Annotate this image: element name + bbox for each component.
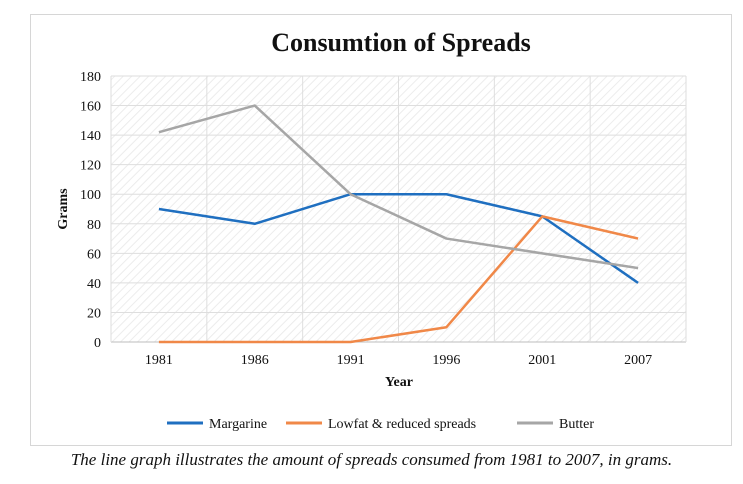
y-tick-label: 120 bbox=[80, 159, 101, 174]
legend: Margarine Lowfat & reduced spreads Butter bbox=[167, 417, 594, 432]
y-axis-ticks: 0 20 40 60 80 100 120 140 160 180 bbox=[80, 70, 101, 351]
y-axis-label: Grams bbox=[56, 188, 71, 230]
y-tick-label: 100 bbox=[80, 188, 101, 203]
legend-label: Butter bbox=[559, 417, 594, 432]
figure-caption: The line graph illustrates the amount of… bbox=[70, 450, 673, 469]
legend-label: Lowfat & reduced spreads bbox=[328, 417, 476, 432]
series-lines bbox=[158, 104, 639, 344]
y-tick-label: 20 bbox=[87, 306, 101, 321]
y-tick-label: 140 bbox=[80, 129, 101, 144]
x-tick-label: 1996 bbox=[432, 353, 460, 368]
chart-title: Consumtion of Spreads bbox=[271, 28, 531, 57]
series-line-butter bbox=[158, 104, 639, 270]
series-line-lowfat-reduced-spreads bbox=[158, 215, 639, 344]
y-tick-label: 160 bbox=[80, 100, 101, 115]
y-tick-label: 80 bbox=[87, 218, 101, 233]
y-tick-label: 60 bbox=[87, 247, 101, 262]
legend-label: Margarine bbox=[209, 417, 267, 432]
gridlines bbox=[110, 75, 687, 343]
y-tick-label: 40 bbox=[87, 277, 101, 292]
series-line-margarine bbox=[158, 192, 639, 284]
x-tick-label: 2001 bbox=[528, 353, 556, 368]
x-tick-label: 2007 bbox=[624, 353, 652, 368]
legend-item: Butter bbox=[517, 417, 594, 432]
x-tick-label: 1986 bbox=[241, 353, 269, 368]
x-tick-label: 1991 bbox=[337, 353, 365, 368]
legend-item: Lowfat & reduced spreads bbox=[286, 417, 476, 432]
chart-frame: Consumtion of Spreads 0 20 40 60 80 100 120 140… bbox=[30, 14, 732, 446]
y-tick-label: 180 bbox=[80, 70, 101, 85]
line-chart: Consumtion of Spreads 0 20 40 60 80 100 120 140… bbox=[56, 28, 687, 432]
x-tick-label: 1981 bbox=[145, 353, 173, 368]
legend-item: Margarine bbox=[167, 417, 267, 432]
y-tick-label: 0 bbox=[94, 336, 101, 351]
x-axis-ticks: 1981 1986 1991 1996 2001 2007 bbox=[145, 353, 652, 368]
x-axis-label: Year bbox=[385, 375, 413, 390]
